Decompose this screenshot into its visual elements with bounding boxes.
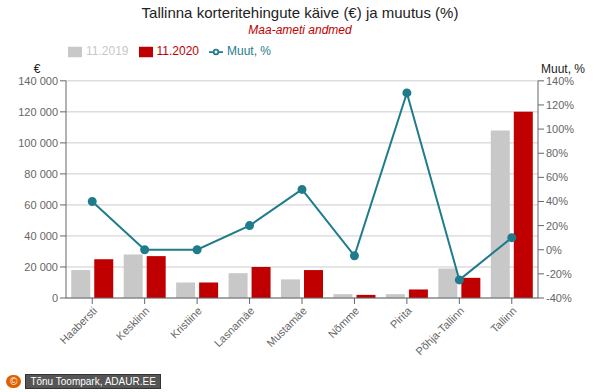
html-text:Muut, %: Muut, % bbox=[227, 44, 271, 58]
svg-text:120%: 120% bbox=[546, 99, 574, 111]
html-text:Tõnu Toompark, ADAUR.EE: Tõnu Toompark, ADAUR.EE bbox=[30, 376, 156, 387]
svg-text:100 000: 100 000 bbox=[18, 137, 58, 149]
svg-text:60 000: 60 000 bbox=[24, 199, 58, 211]
svg-text:40 000: 40 000 bbox=[24, 230, 58, 242]
svg-text:40%: 40% bbox=[546, 195, 568, 207]
svg-text:Nõmme: Nõmme bbox=[326, 304, 362, 340]
svg-text:80 000: 80 000 bbox=[24, 168, 58, 180]
svg-text:120 000: 120 000 bbox=[18, 106, 58, 118]
svg-text:Kristiine: Kristiine bbox=[168, 304, 204, 340]
svg-text:0%: 0% bbox=[546, 244, 562, 256]
html-text:Maa-ameti andmed: Maa-ameti andmed bbox=[248, 23, 352, 37]
svg-text:20%: 20% bbox=[546, 220, 568, 232]
svg-text:Põhja-Tallinn: Põhja-Tallinn bbox=[413, 304, 466, 357]
svg-text:100%: 100% bbox=[546, 123, 574, 135]
svg-text:€: € bbox=[34, 62, 41, 76]
svg-text:Tallinn: Tallinn bbox=[488, 304, 519, 335]
html-text:11.2019: 11.2019 bbox=[86, 44, 129, 58]
svg-text:-40%: -40% bbox=[546, 292, 572, 304]
svg-text:20 000: 20 000 bbox=[24, 261, 58, 273]
svg-text:Lasnamäe: Lasnamäe bbox=[212, 304, 257, 349]
svg-text:Mustamäe: Mustamäe bbox=[264, 304, 309, 349]
svg-text:Muut, %: Muut, % bbox=[541, 62, 585, 76]
svg-text:Kesklinn: Kesklinn bbox=[114, 304, 152, 342]
svg-text:Pirita: Pirita bbox=[388, 304, 415, 331]
html-text:Tallinna korteritehingute käiv: Tallinna korteritehingute käive (€) ja m… bbox=[141, 4, 459, 21]
svg-text:-20%: -20% bbox=[546, 268, 572, 280]
svg-text:Haabersti: Haabersti bbox=[57, 304, 99, 346]
svg-text:140 000: 140 000 bbox=[18, 75, 58, 87]
svg-text:80%: 80% bbox=[546, 147, 568, 159]
svg-text:60%: 60% bbox=[546, 171, 568, 183]
html-text:11.2020: 11.2020 bbox=[156, 44, 199, 58]
svg-text:0: 0 bbox=[52, 292, 58, 304]
svg-text:140%: 140% bbox=[546, 75, 574, 87]
